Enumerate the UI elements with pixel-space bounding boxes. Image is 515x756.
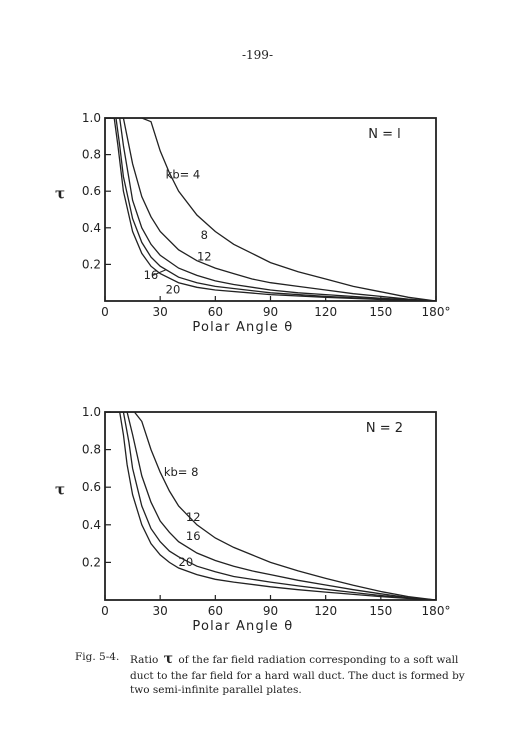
caption-tau-symbol: τ: [163, 651, 174, 667]
x-tick-label: 0: [101, 305, 109, 319]
caption-text-before: Ratio: [130, 654, 159, 666]
series-line: [105, 412, 436, 600]
x-tick-label: 150: [369, 305, 392, 319]
series-label: 12: [186, 510, 201, 524]
x-tick-label: 90: [263, 604, 278, 618]
y-tick-label: 0.8: [82, 443, 101, 457]
y-tick-label: 0.2: [82, 257, 101, 271]
x-tick-label: 90: [263, 305, 278, 319]
x-tick-label: 60: [208, 305, 223, 319]
x-tick-label: 150: [369, 604, 392, 618]
curves-group: [105, 412, 436, 600]
chart-n1: 0 30 60 90 120 150 180° 0.2 0.4 0.6 0.8 1.0 τ Polar A…: [0, 100, 515, 380]
series-label: 16: [144, 268, 159, 282]
series-line: [105, 118, 436, 301]
chart-n1-svg: 0 30 60 90 120 150 180° 0.2 0.4 0.6 0.8 1.0 τ Polar A…: [55, 111, 451, 335]
series-line: [105, 412, 436, 600]
x-tick-label: 180°: [422, 305, 451, 319]
x-tick-label: 120: [314, 305, 337, 319]
series-label: 12: [197, 250, 212, 264]
figure-label: Fig. 5-4.: [75, 651, 120, 663]
series-line: [105, 118, 436, 301]
n-annotation: N = l: [368, 127, 401, 142]
series-label: 20: [166, 283, 181, 297]
x-tick-label: 180°: [422, 604, 451, 618]
y-tick-label: 1.0: [82, 405, 101, 419]
series-label-leader: [152, 269, 166, 276]
chart-n2: 0 30 60 90 120 150 180° 0.2 0.4 0.6 0.8 1.0 τ Polar A…: [0, 393, 515, 633]
chart-n2-svg: 0 30 60 90 120 150 180° 0.2 0.4 0.6 0.8 1.0 τ Polar A…: [55, 405, 451, 633]
y-tick-label: 0.6: [82, 480, 101, 494]
n-annotation: N = 2: [366, 421, 403, 436]
x-tick-label: 30: [153, 604, 168, 618]
series-label: kb= 4: [166, 167, 201, 181]
curves-group: [105, 118, 436, 301]
series-label: kb= 8: [164, 465, 199, 479]
x-tick-label: 60: [208, 604, 223, 618]
series-line: [105, 118, 436, 301]
y-tick-label: 0.2: [82, 555, 101, 569]
x-axis-label: Polar Angle θ: [192, 619, 293, 633]
figure-caption: Fig. 5-4. Ratio τ of the far field radia…: [75, 650, 475, 697]
y-tick-label: 0.8: [82, 148, 101, 162]
series-line: [105, 412, 436, 600]
x-tick-label: 120: [314, 604, 337, 618]
plot-frame: [104, 411, 437, 601]
x-axis-label: Polar Angle θ: [192, 320, 293, 335]
caption-text-after: of the far field radiation corresponding…: [130, 654, 465, 697]
series-line: [105, 412, 436, 600]
y-tick-label: 0.6: [82, 184, 101, 198]
series-label: 20: [179, 555, 194, 569]
y-axis-label: τ: [55, 185, 65, 203]
series-line: [105, 118, 436, 301]
x-tick-label: 30: [153, 305, 168, 319]
series-label: 8: [201, 228, 208, 242]
figure-caption-text: Ratio τ of the far field radiation corre…: [130, 650, 475, 697]
y-axis-label: τ: [55, 481, 65, 499]
x-tick-label: 0: [101, 604, 109, 618]
y-tick-label: 0.4: [82, 518, 101, 532]
y-tick-label: 1.0: [82, 111, 101, 125]
y-tick-label: 0.4: [82, 221, 101, 235]
page-number: -199-: [241, 48, 273, 62]
series-label: 16: [186, 529, 201, 543]
series-line: [105, 118, 436, 301]
